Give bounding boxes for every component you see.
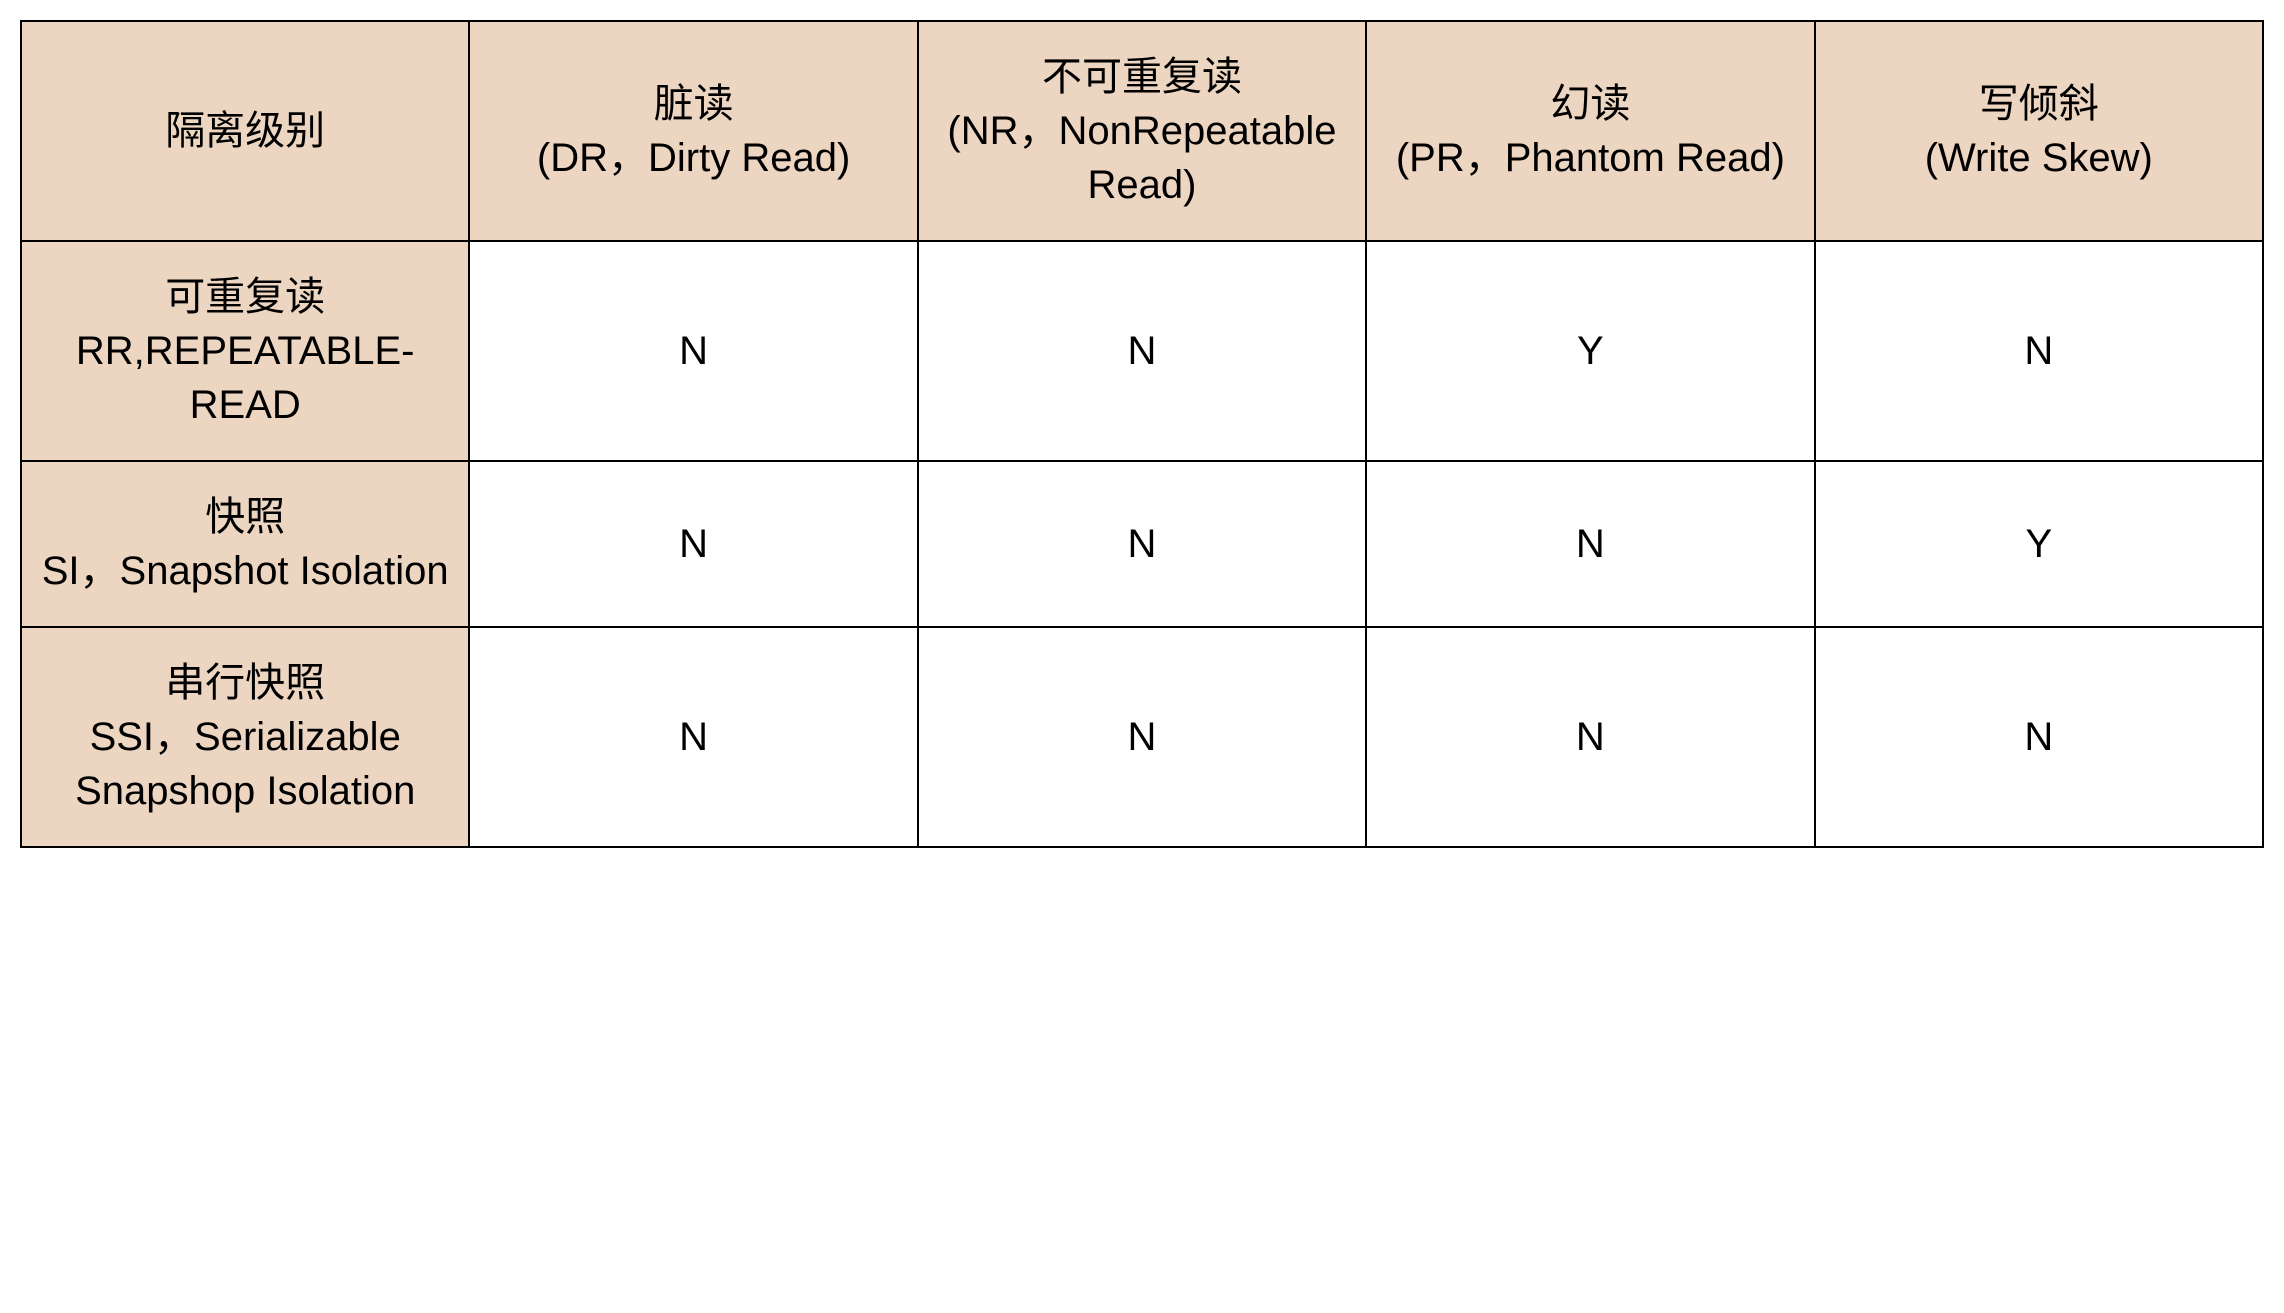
row-label-en: SSI，Serializable Snapshop Isolation	[34, 710, 456, 818]
col-header-en: (DR，Dirty Read)	[482, 131, 904, 185]
col-header-en: (PR，Phantom Read)	[1379, 131, 1801, 185]
table-header-row: 隔离级别 脏读 (DR，Dirty Read) 不可重复读 (NR，NonRep…	[21, 21, 2263, 241]
col-header-isolation-level: 隔离级别	[21, 21, 469, 241]
row-label-en: SI，Snapshot Isolation	[34, 544, 456, 598]
cell-value: N	[1366, 627, 1814, 847]
isolation-levels-table: 隔离级别 脏读 (DR，Dirty Read) 不可重复读 (NR，NonRep…	[20, 20, 2264, 848]
table-body: 可重复读 RR,REPEATABLE-READ N N Y N 快照 SI，Sn…	[21, 241, 2263, 847]
cell-value: N	[1815, 241, 2263, 461]
row-label-si: 快照 SI，Snapshot Isolation	[21, 461, 469, 627]
col-header-cn: 幻读	[1379, 77, 1801, 131]
cell-value: N	[469, 461, 917, 627]
table-row: 快照 SI，Snapshot Isolation N N N Y	[21, 461, 2263, 627]
row-label-en: RR,REPEATABLE-READ	[34, 324, 456, 432]
table-row: 可重复读 RR,REPEATABLE-READ N N Y N	[21, 241, 2263, 461]
row-label-ssi: 串行快照 SSI，Serializable Snapshop Isolation	[21, 627, 469, 847]
row-label-cn: 快照	[34, 490, 456, 544]
col-header-en: (NR，NonRepeatable Read)	[931, 104, 1353, 212]
col-header-dirty-read: 脏读 (DR，Dirty Read)	[469, 21, 917, 241]
row-label-cn: 串行快照	[34, 656, 456, 710]
cell-value: N	[469, 627, 917, 847]
col-header-nonrepeatable-read: 不可重复读 (NR，NonRepeatable Read)	[918, 21, 1366, 241]
col-header-cn: 隔离级别	[34, 104, 456, 158]
col-header-cn: 写倾斜	[1828, 77, 2250, 131]
cell-value: N	[918, 241, 1366, 461]
cell-value: N	[918, 627, 1366, 847]
col-header-en: (Write Skew)	[1828, 131, 2250, 185]
cell-value: N	[469, 241, 917, 461]
col-header-cn: 脏读	[482, 77, 904, 131]
col-header-write-skew: 写倾斜 (Write Skew)	[1815, 21, 2263, 241]
col-header-phantom-read: 幻读 (PR，Phantom Read)	[1366, 21, 1814, 241]
row-label-rr: 可重复读 RR,REPEATABLE-READ	[21, 241, 469, 461]
cell-value: Y	[1366, 241, 1814, 461]
cell-value: N	[1815, 627, 2263, 847]
col-header-cn: 不可重复读	[931, 50, 1353, 104]
row-label-cn: 可重复读	[34, 270, 456, 324]
cell-value: N	[1366, 461, 1814, 627]
cell-value: N	[918, 461, 1366, 627]
table-row: 串行快照 SSI，Serializable Snapshop Isolation…	[21, 627, 2263, 847]
cell-value: Y	[1815, 461, 2263, 627]
